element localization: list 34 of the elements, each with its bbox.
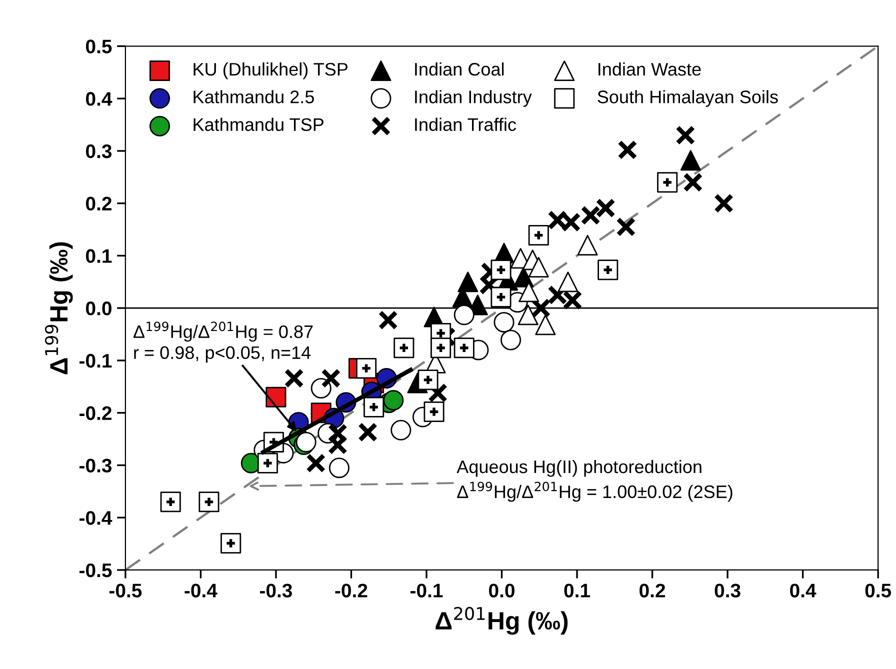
x-tick-label: 0.0 — [489, 584, 514, 598]
annotation: Aqueous Hg(II) photoreduction Δ$^{199}$Hg/Δ$^{201}$Hg = 1.00±0.02 (2SE) — [456, 460, 732, 502]
legend-label: KU (Dhulikhel) TSP — [194, 62, 348, 80]
x-tick-label: -0.4 — [184, 584, 218, 598]
x-tick-label: -0.2 — [335, 584, 368, 598]
x-tick-label: -0.3 — [260, 584, 292, 598]
y-axis-title: Δ$^{199}$Hg (‰) — [44, 242, 73, 374]
x-tick-label: 0.4 — [790, 584, 816, 598]
y-tick-label: -0.1 — [80, 354, 112, 368]
legend-label: Kathmandu TSP — [194, 118, 324, 131]
x-tick-label: 0.1 — [564, 584, 590, 598]
x-tick-label: 0.2 — [640, 584, 666, 598]
legend-label: Indian Waste — [598, 62, 701, 76]
legend-label: Indian Coal — [415, 62, 504, 76]
y-tick-label: 0.1 — [86, 249, 112, 263]
x-tick-label: -0.1 — [410, 584, 443, 598]
y-tick-label: 0.3 — [86, 144, 112, 158]
x-tick-label: 0.3 — [714, 584, 740, 598]
y-tick-label: 0.0 — [86, 302, 112, 316]
legend-label: Indian Traffic — [415, 118, 516, 131]
y-tick-label: 0.5 — [86, 40, 112, 54]
y-tick-label: 0.2 — [86, 196, 112, 211]
x-tick-label: 0.5 — [865, 584, 892, 598]
legend-label: Kathmandu 2.5 — [194, 90, 314, 104]
legend-label: Indian Industry — [415, 90, 532, 107]
annotation: Δ$^{199}$Hg/Δ$^{201}$Hg = 0.87 r = 0.98, p<0.05, n=14 — [134, 322, 313, 363]
y-tick-label: -0.4 — [80, 511, 112, 525]
x-tick-label: -0.5 — [109, 584, 142, 598]
y-tick-label: -0.3 — [80, 458, 112, 472]
y-tick-label: -0.5 — [80, 563, 112, 578]
legend-label: South Himalayan Soils — [598, 90, 778, 107]
y-tick-label: -0.2 — [80, 406, 112, 420]
y-tick-label: 0.4 — [86, 92, 112, 106]
x-axis-title: Δ$^{201}$Hg (‰) — [436, 606, 568, 635]
